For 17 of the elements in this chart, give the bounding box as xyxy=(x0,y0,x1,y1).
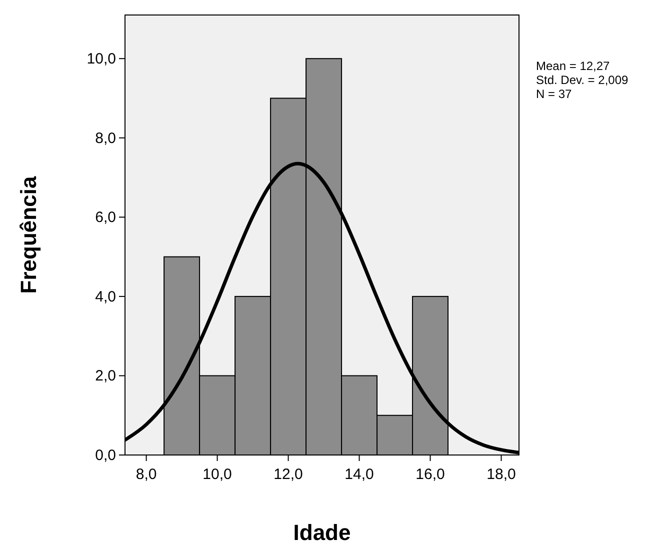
y-axis-title: Frequência xyxy=(16,176,41,294)
x-tick-label: 8,0 xyxy=(136,466,157,483)
x-tick-label: 10,0 xyxy=(202,466,232,483)
y-tick-label: 2,0 xyxy=(95,368,116,385)
y-tick-label: 6,0 xyxy=(95,209,116,226)
x-axis-title: Idade xyxy=(293,520,351,545)
text: N = 37 xyxy=(536,87,572,101)
x-tick-label: 16,0 xyxy=(416,466,445,483)
text: Mean = 12,27 xyxy=(536,59,610,73)
x-tick-label: 12,0 xyxy=(274,466,303,483)
y-tick-label: 10,0 xyxy=(86,50,116,68)
y-tick-label: 0,0 xyxy=(95,447,116,464)
x-tick-label: 14,0 xyxy=(344,466,374,483)
y-tick-label: 8,0 xyxy=(95,130,116,147)
y-tick-label: 4,0 xyxy=(95,288,116,306)
text: Std. Dev. = 2,009 xyxy=(536,73,628,87)
x-tick-label: 18,0 xyxy=(486,466,516,483)
